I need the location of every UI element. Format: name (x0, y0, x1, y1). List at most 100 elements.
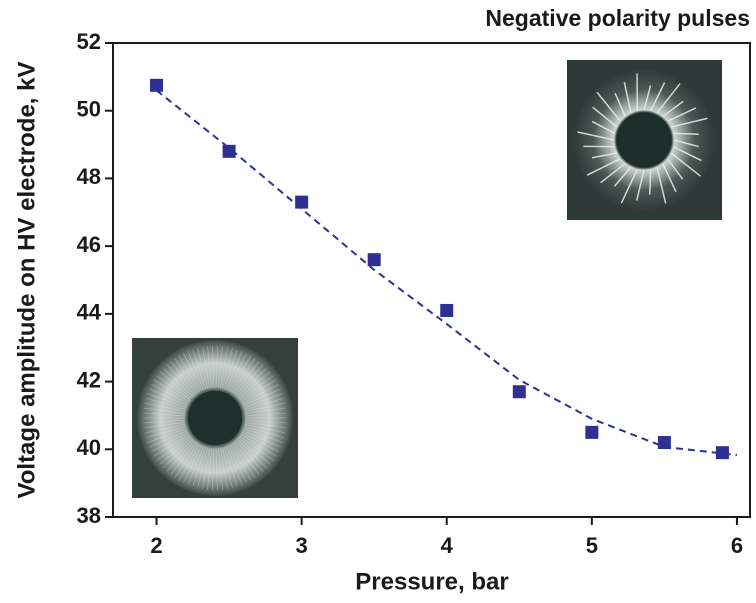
inset-streak (197, 348, 209, 389)
inset-streak (244, 412, 287, 417)
inset-streak (577, 131, 615, 141)
inset-streak (143, 421, 186, 429)
inset-streak (215, 447, 218, 490)
inset-streak (229, 443, 252, 481)
inset-streak (231, 358, 256, 394)
inset-streak (592, 106, 618, 128)
inset-streak (159, 436, 193, 465)
inset-streak (156, 375, 191, 401)
inset-streak (596, 91, 622, 122)
inset-streak (207, 346, 213, 389)
inset-streak (600, 162, 626, 184)
inset-streak (243, 392, 283, 409)
inset-streak (183, 353, 203, 392)
inset-streak (202, 347, 211, 389)
inset-streak (145, 425, 187, 439)
inset-streak (591, 120, 616, 134)
inset-streak (242, 429, 281, 448)
y-axis-label: Voltage amplitude on HV electrode, kV (13, 62, 40, 499)
inset-streak (672, 146, 702, 162)
inset-streak (670, 117, 708, 128)
inset-streak (243, 397, 285, 411)
inset-streak (666, 158, 684, 180)
y-tick-label: 40 (77, 435, 101, 460)
x-tick-label: 6 (731, 533, 743, 558)
inset-streak (217, 346, 223, 389)
inset-streak (162, 367, 194, 398)
inset-streak (241, 431, 279, 453)
inset-streak (192, 446, 207, 487)
inset-streak (183, 444, 203, 483)
inset-streak (240, 433, 277, 457)
inset-streak (162, 438, 194, 469)
inset-streak (149, 388, 188, 407)
data-point (150, 78, 164, 92)
data-point (657, 436, 671, 450)
inset-image (132, 338, 298, 498)
inset-streak (143, 419, 186, 424)
inset-streak (207, 447, 213, 490)
inset-streak (225, 445, 243, 485)
inset-streak (656, 83, 681, 114)
y-tick-label: 52 (77, 29, 101, 54)
y-tick-label: 38 (77, 503, 101, 528)
inset-streak (170, 361, 197, 395)
x-tick-label: 5 (586, 533, 598, 558)
inset-streak (143, 407, 186, 415)
data-point (512, 385, 526, 399)
inset-streak (153, 379, 190, 403)
inset-streak (178, 443, 201, 481)
inset-streak (225, 351, 243, 391)
inset-streak (212, 346, 215, 389)
inset-streak (244, 402, 286, 413)
inset-streak (151, 431, 189, 453)
inset-streak (236, 438, 268, 469)
inset-streak (221, 447, 233, 488)
inset-streak (166, 364, 196, 396)
x-tick-label: 4 (441, 533, 454, 558)
inset-streak (234, 364, 264, 396)
inset-streak (144, 423, 186, 434)
inset-streak (223, 446, 238, 487)
inset-streak (197, 447, 209, 488)
inset-streak (237, 436, 271, 465)
inset-streak (243, 427, 283, 444)
inset-streak (159, 371, 193, 400)
inset-streak (202, 447, 211, 489)
inset-streak (215, 346, 218, 389)
inset-streak (233, 441, 260, 475)
inset-streak (227, 353, 247, 392)
inset-streak (242, 388, 281, 407)
inset-streak (151, 383, 189, 405)
inset-streak (231, 442, 256, 478)
inset-streak (145, 397, 187, 411)
inset-streak (244, 407, 287, 415)
inset-streak (174, 442, 199, 478)
inset-streak (149, 429, 188, 448)
inset-streak (233, 361, 260, 395)
inset-streak (673, 132, 699, 136)
inset-streak (244, 419, 287, 424)
inset-streak (237, 371, 271, 400)
inset-streak (178, 355, 201, 393)
inset-streak (656, 166, 667, 204)
inset-streak (667, 107, 697, 122)
inset-streak (187, 445, 205, 485)
data-point (440, 303, 454, 317)
inset-streak (147, 392, 187, 409)
inset-image (567, 60, 722, 220)
x-tick-label: 2 (150, 533, 162, 558)
inset-streak (174, 358, 199, 394)
y-tick-label: 48 (77, 164, 101, 189)
plot-frame (112, 42, 751, 518)
inset-streak (187, 351, 205, 391)
inset-streak (212, 447, 215, 490)
inset-streak (613, 166, 632, 187)
inset-streak (227, 444, 247, 483)
inset-streak (244, 421, 287, 429)
inset-streak (156, 435, 191, 461)
inset-streak (170, 441, 197, 475)
fit-line (155, 89, 738, 457)
data-point (295, 195, 309, 209)
